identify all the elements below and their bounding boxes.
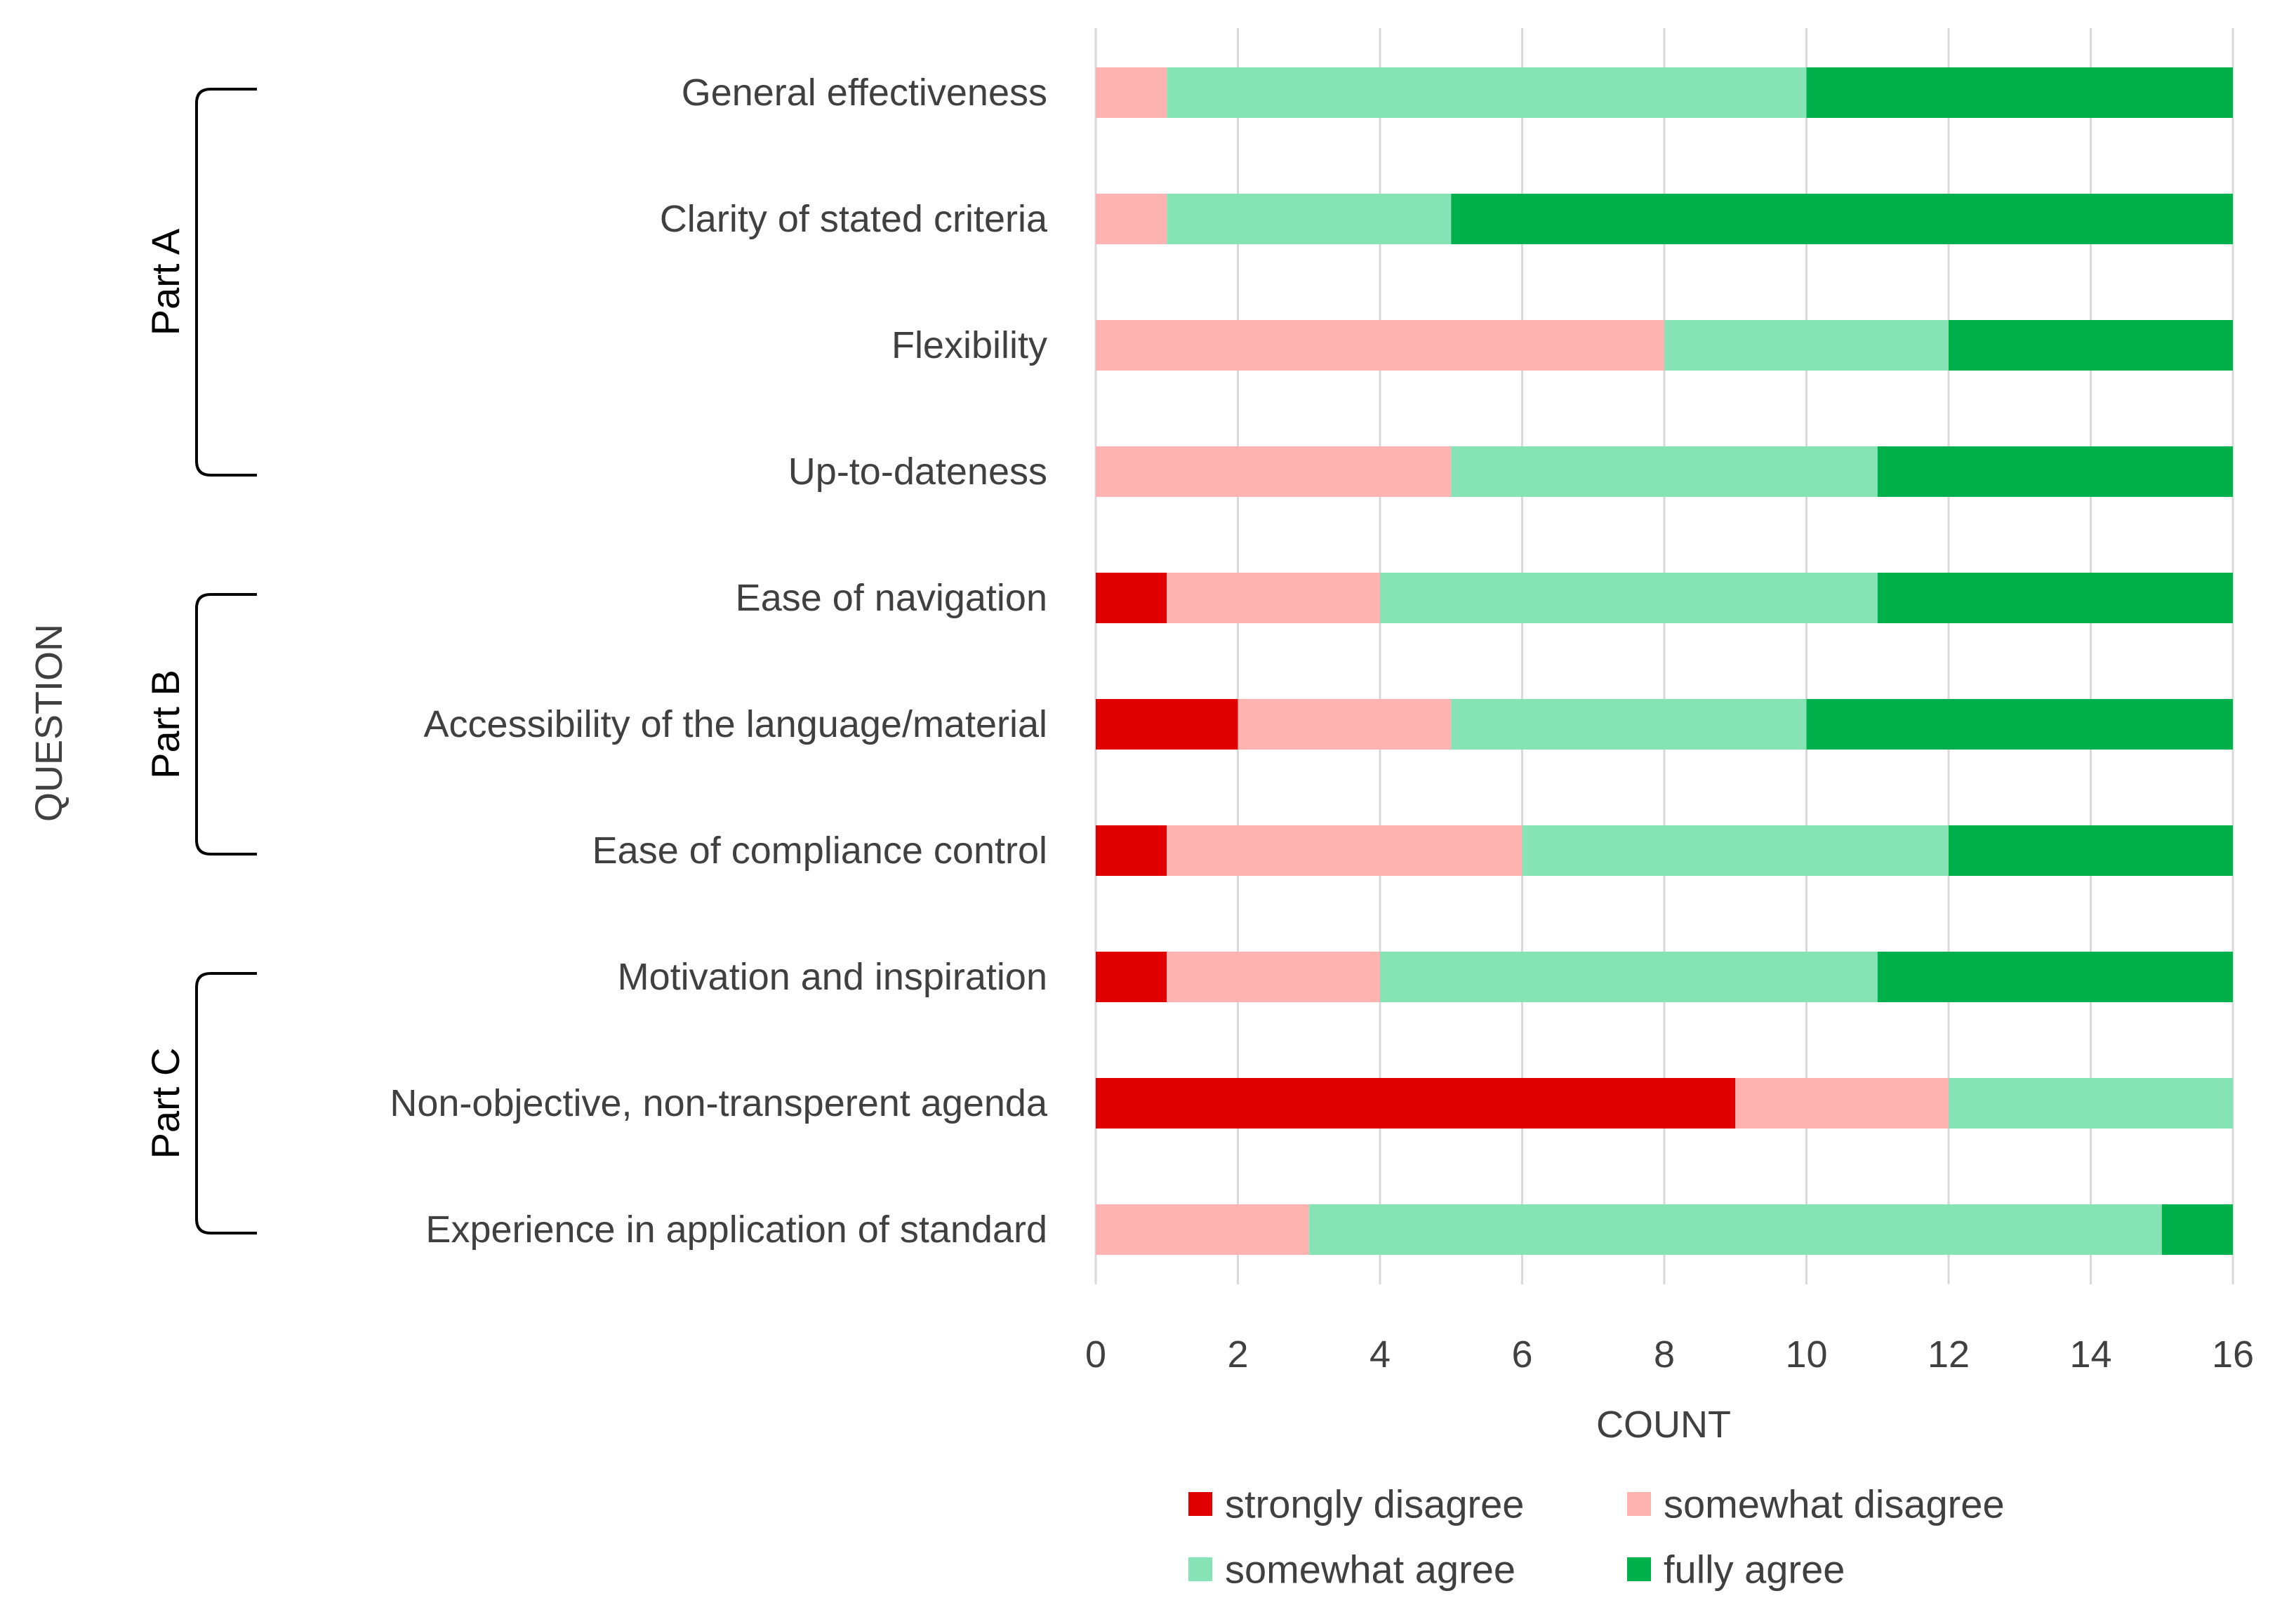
group-brackets: Part A Part B Part C <box>143 88 257 1234</box>
bar-clarity-of-stated-criteria-somewhat-disagree <box>1096 194 1167 244</box>
bracket-part-a <box>195 88 257 477</box>
bar-non-objective-non-transperent-agenda-strongly-disagree <box>1096 1078 1736 1129</box>
category-label: Clarity of stated criteria <box>660 198 1048 240</box>
legend-label-somewhat-agree: somewhat agree <box>1225 1548 1515 1592</box>
legend-swatch-somewhat-agree <box>1188 1557 1212 1581</box>
bar-accessibility-of-the-language-material-fully-agree <box>1806 699 2233 750</box>
bar-non-objective-non-transperent-agenda-somewhat-agree <box>1949 1078 2233 1129</box>
bar-ease-of-navigation-somewhat-agree <box>1380 573 1878 623</box>
bar-flexibility-somewhat-disagree <box>1096 320 1664 371</box>
legend-swatch-fully-agree <box>1627 1557 1651 1581</box>
bar-general-effectiveness-somewhat-disagree <box>1096 67 1167 118</box>
bar-general-effectiveness-somewhat-agree <box>1167 67 1807 118</box>
bar-experience-in-application-of-standard-somewhat-agree <box>1308 1204 2162 1255</box>
bar-ease-of-navigation-fully-agree <box>1877 573 2233 623</box>
bar-clarity-of-stated-criteria-somewhat-agree <box>1167 194 1452 244</box>
x-tick-label: 16 <box>2212 1333 2254 1376</box>
bar-ease-of-compliance-control-somewhat-agree <box>1522 825 1949 876</box>
category-labels: General effectiveness Clarity of stated c… <box>390 72 1048 1251</box>
legend-swatch-strongly-disagree <box>1188 1492 1212 1516</box>
bar-experience-in-application-of-standard-somewhat-disagree <box>1096 1204 1309 1255</box>
category-label: Experience in application of standard <box>425 1209 1047 1251</box>
bracket-part-c <box>195 972 257 1234</box>
category-label: Non-objective, non-transperent agenda <box>390 1082 1048 1124</box>
x-tick-label: 2 <box>1227 1333 1248 1376</box>
bar-general-effectiveness-fully-agree <box>1806 67 2233 118</box>
bar-motivation-and-inspiration-somewhat-agree <box>1380 952 1878 1002</box>
group-label-part-a: Part A <box>143 228 187 335</box>
x-tick-label: 4 <box>1369 1333 1391 1376</box>
bar-up-to-dateness-somewhat-agree <box>1451 446 1878 497</box>
category-label: Accessibility of the language/material <box>424 703 1047 745</box>
legend-label-strongly-disagree: strongly disagree <box>1225 1482 1524 1526</box>
category-label: Up-to-dateness <box>788 451 1047 493</box>
bar-ease-of-compliance-control-strongly-disagree <box>1096 825 1167 876</box>
bar-clarity-of-stated-criteria-fully-agree <box>1451 194 2233 244</box>
bar-accessibility-of-the-language-material-strongly-disagree <box>1096 699 1238 750</box>
bar-accessibility-of-the-language-material-somewhat-agree <box>1451 699 1807 750</box>
x-axis-title: COUNT <box>1596 1404 1731 1446</box>
y-axis-title: QUESTION <box>28 624 70 822</box>
legend-swatch-somewhat-disagree <box>1627 1492 1651 1516</box>
bar-flexibility-somewhat-agree <box>1664 320 1949 371</box>
bar-ease-of-compliance-control-somewhat-disagree <box>1167 825 1523 876</box>
x-tick-label: 8 <box>1654 1333 1675 1376</box>
x-tick-label: 10 <box>1785 1333 1827 1376</box>
group-label-part-b: Part B <box>143 670 187 779</box>
bar-accessibility-of-the-language-material-somewhat-disagree <box>1238 699 1452 750</box>
x-tick-label: 12 <box>1928 1333 1970 1376</box>
x-tick-label: 14 <box>2069 1333 2111 1376</box>
bar-flexibility-fully-agree <box>1949 320 2233 371</box>
x-tick-label: 6 <box>1511 1333 1532 1376</box>
x-axis-ticks: 0 2 4 6 8 10 12 14 16 <box>1085 1333 2254 1376</box>
legend: strongly disagree somewhat disagree somewh… <box>1188 1482 2005 1592</box>
category-label: General effectiveness <box>682 72 1047 114</box>
bars <box>1096 67 2233 1255</box>
bar-up-to-dateness-somewhat-disagree <box>1096 446 1452 497</box>
bar-non-objective-non-transperent-agenda-somewhat-disagree <box>1735 1078 1949 1129</box>
bar-motivation-and-inspiration-strongly-disagree <box>1096 952 1167 1002</box>
legend-label-fully-agree: fully agree <box>1664 1548 1845 1592</box>
legend-label-somewhat-disagree: somewhat disagree <box>1664 1482 2005 1526</box>
category-label: Motivation and inspiration <box>618 956 1047 998</box>
bar-experience-in-application-of-standard-fully-agree <box>2161 1204 2233 1255</box>
bar-ease-of-navigation-strongly-disagree <box>1096 573 1167 623</box>
bracket-part-b <box>195 593 257 856</box>
x-tick-label: 0 <box>1085 1333 1106 1376</box>
category-label: Ease of navigation <box>736 577 1047 619</box>
bar-motivation-and-inspiration-somewhat-disagree <box>1167 952 1380 1002</box>
bar-ease-of-compliance-control-fully-agree <box>1949 825 2233 876</box>
category-label: Flexibility <box>891 324 1047 366</box>
group-label-part-c: Part C <box>143 1048 187 1159</box>
bar-up-to-dateness-fully-agree <box>1877 446 2233 497</box>
bar-motivation-and-inspiration-fully-agree <box>1877 952 2233 1002</box>
bar-ease-of-navigation-somewhat-disagree <box>1167 573 1380 623</box>
category-label: Ease of compliance control <box>592 830 1047 872</box>
